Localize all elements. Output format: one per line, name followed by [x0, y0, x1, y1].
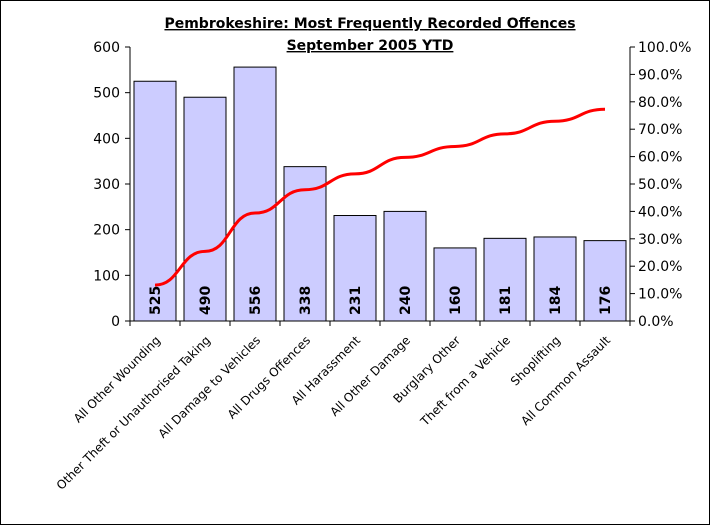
y-tick-label: 600 [93, 40, 120, 56]
cumulative-line [154, 107, 606, 287]
bar [483, 237, 527, 322]
bar-data-label: 176 [598, 286, 614, 315]
bar [583, 240, 627, 322]
y2-tick-label: 60.0% [638, 150, 682, 166]
bar-data-label: 240 [398, 286, 414, 315]
y2-tick-label: 50.0% [638, 177, 682, 193]
chart-subtitle: September 2005 YTD [287, 38, 454, 54]
bar-data-label: 490 [198, 286, 214, 315]
bar-data-label: 231 [348, 286, 364, 315]
y2-tick-label: 70.0% [638, 122, 682, 138]
y-tick-label: 200 [93, 223, 120, 239]
y2-tick-label: 30.0% [638, 232, 682, 248]
y2-tick-label: 10.0% [638, 287, 682, 303]
y-tick-label: 100 [93, 268, 120, 284]
bar-data-label: 184 [548, 286, 564, 315]
y2-tick-label: 100.0% [638, 40, 691, 56]
bar [383, 210, 427, 322]
bar-data-label: 181 [498, 286, 514, 315]
bar [533, 236, 577, 322]
y2-tick-label: 0.0% [638, 314, 674, 330]
y-tick-label: 400 [93, 131, 120, 147]
chart-title: Pembrokeshire: Most Frequently Recorded … [164, 16, 575, 32]
y-tick-label: 300 [93, 177, 120, 193]
bar [433, 247, 477, 322]
y-tick-label: 500 [93, 86, 120, 102]
bar [233, 66, 277, 322]
bar-data-label: 160 [448, 286, 464, 315]
y2-tick-label: 20.0% [638, 259, 682, 275]
line-layer [154, 107, 606, 287]
bar-data-label: 525 [148, 286, 164, 315]
bar-data-label: 338 [298, 286, 314, 315]
y2-tick-label: 80.0% [638, 95, 682, 111]
y2-tick-label: 90.0% [638, 67, 682, 83]
bar [183, 96, 227, 322]
y2-tick-label: 40.0% [638, 204, 682, 220]
bar-data-label: 556 [248, 286, 264, 315]
bar [333, 215, 377, 322]
y-tick-label: 0 [111, 314, 120, 330]
bars-layer: 525 490 556 338 231 240 160 181 184 176 [133, 66, 627, 322]
